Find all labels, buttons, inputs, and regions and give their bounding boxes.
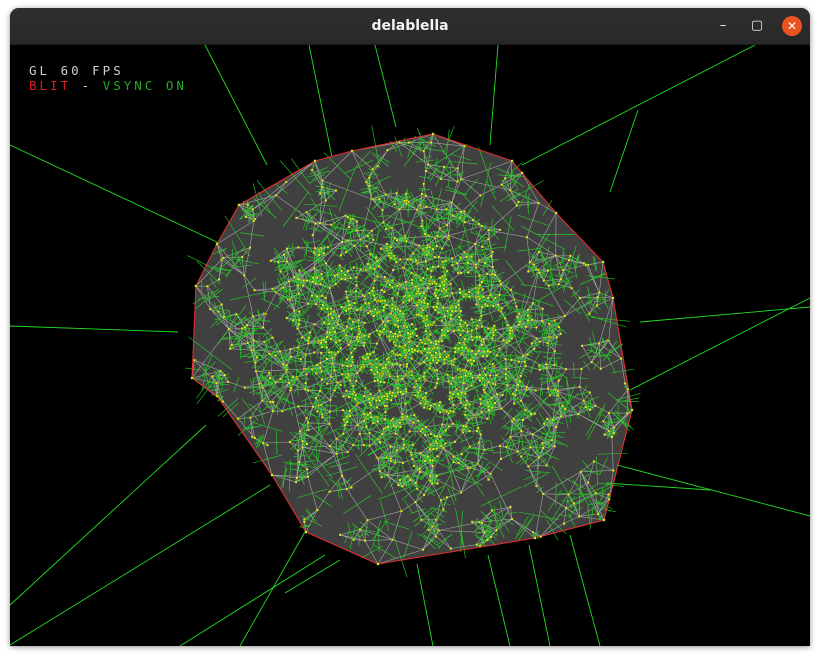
- vsync-status: VSYNC ON: [102, 78, 187, 93]
- fps-counter: GL 60 FPS: [29, 63, 124, 78]
- maximize-icon[interactable]: ▢: [750, 18, 764, 33]
- close-icon[interactable]: ✕: [782, 16, 802, 36]
- convex-hull-edge: [191, 133, 633, 565]
- minimize-icon[interactable]: –: [719, 18, 727, 33]
- render-status: BLIT - VSYNC ON: [29, 78, 187, 93]
- hud-overlay: GL 60 FPS BLIT - VSYNC ON: [29, 63, 187, 93]
- title-bar[interactable]: delablella – ▢ ✕: [10, 8, 810, 45]
- window-title: delablella: [371, 18, 449, 34]
- blit-status: BLIT: [29, 78, 72, 93]
- status-separator: -: [81, 78, 93, 93]
- sample-points: [190, 132, 634, 566]
- app-window: delablella – ▢ ✕ GL 60 FPS BLIT - VSYNC …: [10, 8, 810, 646]
- voronoi-outer-rays: [10, 45, 810, 646]
- render-canvas[interactable]: GL 60 FPS BLIT - VSYNC ON: [10, 45, 810, 646]
- delaunay-voronoi-visualization: [10, 45, 810, 646]
